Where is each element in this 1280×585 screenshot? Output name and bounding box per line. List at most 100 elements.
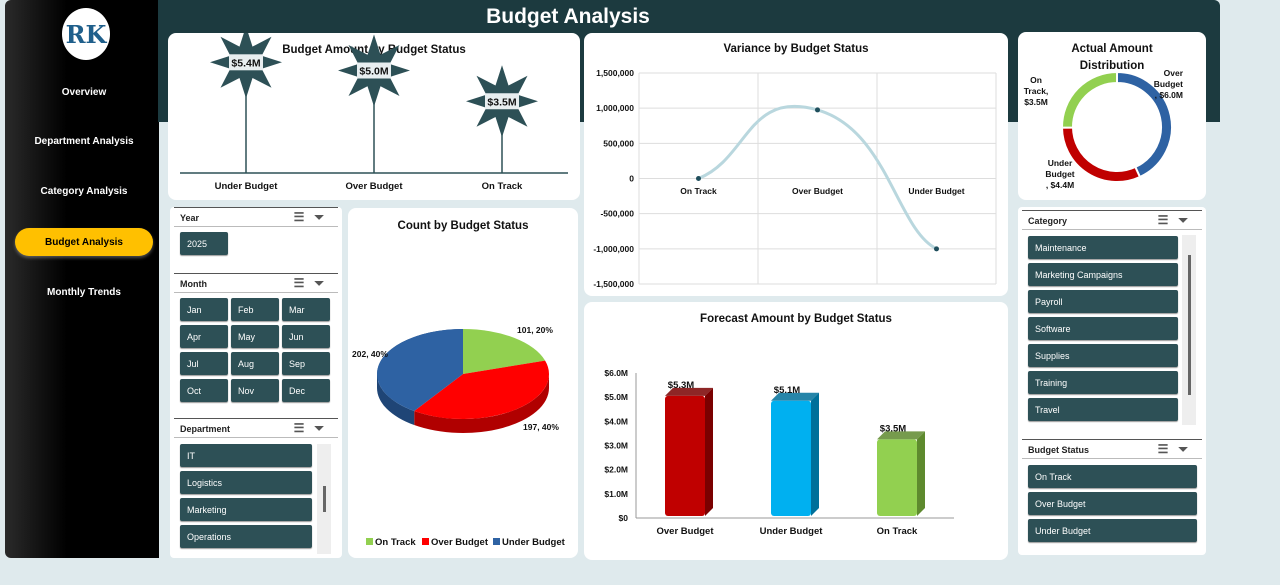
- bar: [877, 439, 917, 516]
- budget-status-slicer-header: Budget Status ☰⏷: [1022, 439, 1202, 459]
- data-label: $5.4M: [231, 57, 260, 69]
- forecast-chart: $0 $1.0M $2.0M $3.0M $4.0M $5.0M $6.0M $5.3M Ove…: [604, 368, 954, 537]
- y-tick-label: $2.0M: [604, 465, 628, 475]
- month-slicer-item[interactable]: Apr: [180, 325, 228, 348]
- nav-category-analysis[interactable]: Category Analysis: [40, 185, 128, 197]
- department-scrollbar[interactable]: [317, 444, 331, 554]
- nav-budget-analysis[interactable]: Budget Analysis: [15, 228, 153, 256]
- nav-overview[interactable]: Overview: [61, 86, 107, 98]
- category-label: Over Budget: [792, 186, 843, 196]
- label-line: , $6.0M: [1155, 90, 1183, 100]
- multi-select-icon[interactable]: ☰: [1157, 213, 1179, 227]
- month-slicer-item[interactable]: May: [231, 325, 279, 348]
- month-slicer-item[interactable]: Nov: [231, 379, 279, 402]
- category-label: On Track: [482, 181, 523, 192]
- data-label: $3.5M: [880, 423, 906, 434]
- y-tick-label: $0: [619, 513, 629, 523]
- pie-side: [377, 374, 415, 426]
- clear-filter-icon[interactable]: ⏷: [314, 421, 334, 435]
- clear-filter-icon[interactable]: ⏷: [1178, 213, 1198, 227]
- y-tick-label: 0: [629, 174, 634, 184]
- logo: RK: [62, 8, 110, 60]
- category-slicer-item[interactable]: Marketing Campaigns: [1028, 263, 1178, 286]
- nav-monthly-trends[interactable]: Monthly Trends: [47, 286, 121, 298]
- label-line: Over: [1164, 68, 1184, 78]
- data-label-box: [229, 54, 263, 71]
- chart-title: Count by Budget Status: [397, 220, 529, 232]
- data-label: $5.0M: [359, 66, 388, 78]
- category-scrollbar[interactable]: [1182, 235, 1196, 425]
- chart-title: Variance by Budget Status: [723, 43, 869, 55]
- month-slicer-item[interactable]: Aug: [231, 352, 279, 375]
- multi-select-icon[interactable]: ☰: [293, 421, 315, 435]
- bar-side: [705, 387, 713, 516]
- budget-status-slicer-item[interactable]: On Track: [1028, 465, 1197, 488]
- variance-chart: 1,500,000 1,000,000 500,000 0 -500,000 -1,000…: [593, 68, 997, 289]
- category-slicer-item[interactable]: Software: [1028, 317, 1178, 340]
- category-slicer-item[interactable]: Supplies: [1028, 344, 1178, 367]
- bar: [665, 395, 705, 516]
- month-slicer-item[interactable]: Jun: [282, 325, 330, 348]
- department-slicer-item[interactable]: Logistics: [180, 471, 312, 494]
- label-line: Under: [1048, 158, 1073, 168]
- category-slicer-item[interactable]: Training: [1028, 371, 1178, 394]
- pie-side: [414, 374, 549, 433]
- page-title: Budget Analysis: [486, 5, 650, 28]
- month-slicer-item[interactable]: Mar: [282, 298, 330, 321]
- bar-top: [665, 387, 713, 396]
- clear-filter-icon[interactable]: ⏷: [314, 276, 334, 290]
- multi-select-icon[interactable]: ☰: [293, 210, 315, 224]
- y-tick-label: -1,500,000: [593, 279, 634, 289]
- department-slicer-item[interactable]: IT: [180, 444, 312, 467]
- clear-filter-icon[interactable]: ⏷: [1178, 442, 1198, 456]
- year-slicer-header: Year ☰⏷: [174, 207, 338, 227]
- department-slicer-item[interactable]: Operations: [180, 525, 312, 548]
- month-slicer-item[interactable]: Jul: [180, 352, 228, 375]
- pie-slice: [414, 360, 549, 419]
- legend-swatch: [422, 538, 429, 545]
- actual-distribution-card: Actual Amount Distribution Over Budget, $…: [1018, 32, 1206, 200]
- y-tick-label: $6.0M: [604, 368, 628, 378]
- label-line: , $4.4M: [1046, 180, 1074, 190]
- legend-label: On Track: [375, 537, 416, 548]
- category-slicer-item[interactable]: Payroll: [1028, 290, 1178, 313]
- data-label: $3.5M: [487, 96, 516, 108]
- category-slicer-item[interactable]: Maintenance: [1028, 236, 1178, 259]
- y-tick-label: -500,000: [600, 209, 634, 219]
- donut-slice: [1061, 70, 1118, 129]
- month-slicer-item[interactable]: Feb: [231, 298, 279, 321]
- multi-select-icon[interactable]: ☰: [293, 276, 315, 290]
- budget-status-slicer-item[interactable]: Under Budget: [1028, 519, 1197, 542]
- data-label-box: [357, 62, 391, 79]
- month-slicer-item[interactable]: Dec: [282, 379, 330, 402]
- y-tick-label: $1.0M: [604, 489, 628, 499]
- nav-department-analysis[interactable]: Department Analysis: [34, 135, 134, 147]
- label-line: Track,: [1024, 86, 1049, 96]
- department-slicer-item[interactable]: Marketing: [180, 498, 312, 521]
- data-point: [934, 246, 939, 252]
- bar-top: [771, 392, 819, 401]
- slicer-title: Budget Status: [1028, 445, 1090, 455]
- month-slicer-item[interactable]: Sep: [282, 352, 330, 375]
- month-slicer-item[interactable]: Jan: [180, 298, 228, 321]
- data-label-box: [485, 93, 519, 110]
- category-slicer-item[interactable]: Travel: [1028, 398, 1178, 421]
- clear-filter-icon[interactable]: ⏷: [314, 210, 334, 224]
- category-label: Over Budget: [345, 181, 403, 192]
- count-pie-chart: 101, 20% 197, 40% 202, 40% On Track Over Bud…: [352, 325, 566, 548]
- y-tick-label: $4.0M: [604, 416, 628, 426]
- legend-label: Under Budget: [502, 537, 566, 548]
- data-point: [696, 176, 701, 181]
- multi-select-icon[interactable]: ☰: [1157, 442, 1179, 456]
- variance-card: Variance by Budget Status 1,500,000 1,000…: [584, 33, 1008, 296]
- month-slicer-item[interactable]: Oct: [180, 379, 228, 402]
- budget-status-slicer-item[interactable]: Over Budget: [1028, 492, 1197, 515]
- y-tick-label: $5.0M: [604, 392, 628, 402]
- slicer-panel-right: Category ☰⏷ Maintenance Marketing Campaign…: [1018, 207, 1206, 555]
- y-tick-label: -1,000,000: [593, 244, 634, 254]
- year-slicer-item[interactable]: 2025: [180, 232, 228, 255]
- chart-title: Forecast Amount by Budget Status: [700, 313, 892, 325]
- series-line: [697, 104, 938, 251]
- slicer-title: Year: [180, 213, 200, 223]
